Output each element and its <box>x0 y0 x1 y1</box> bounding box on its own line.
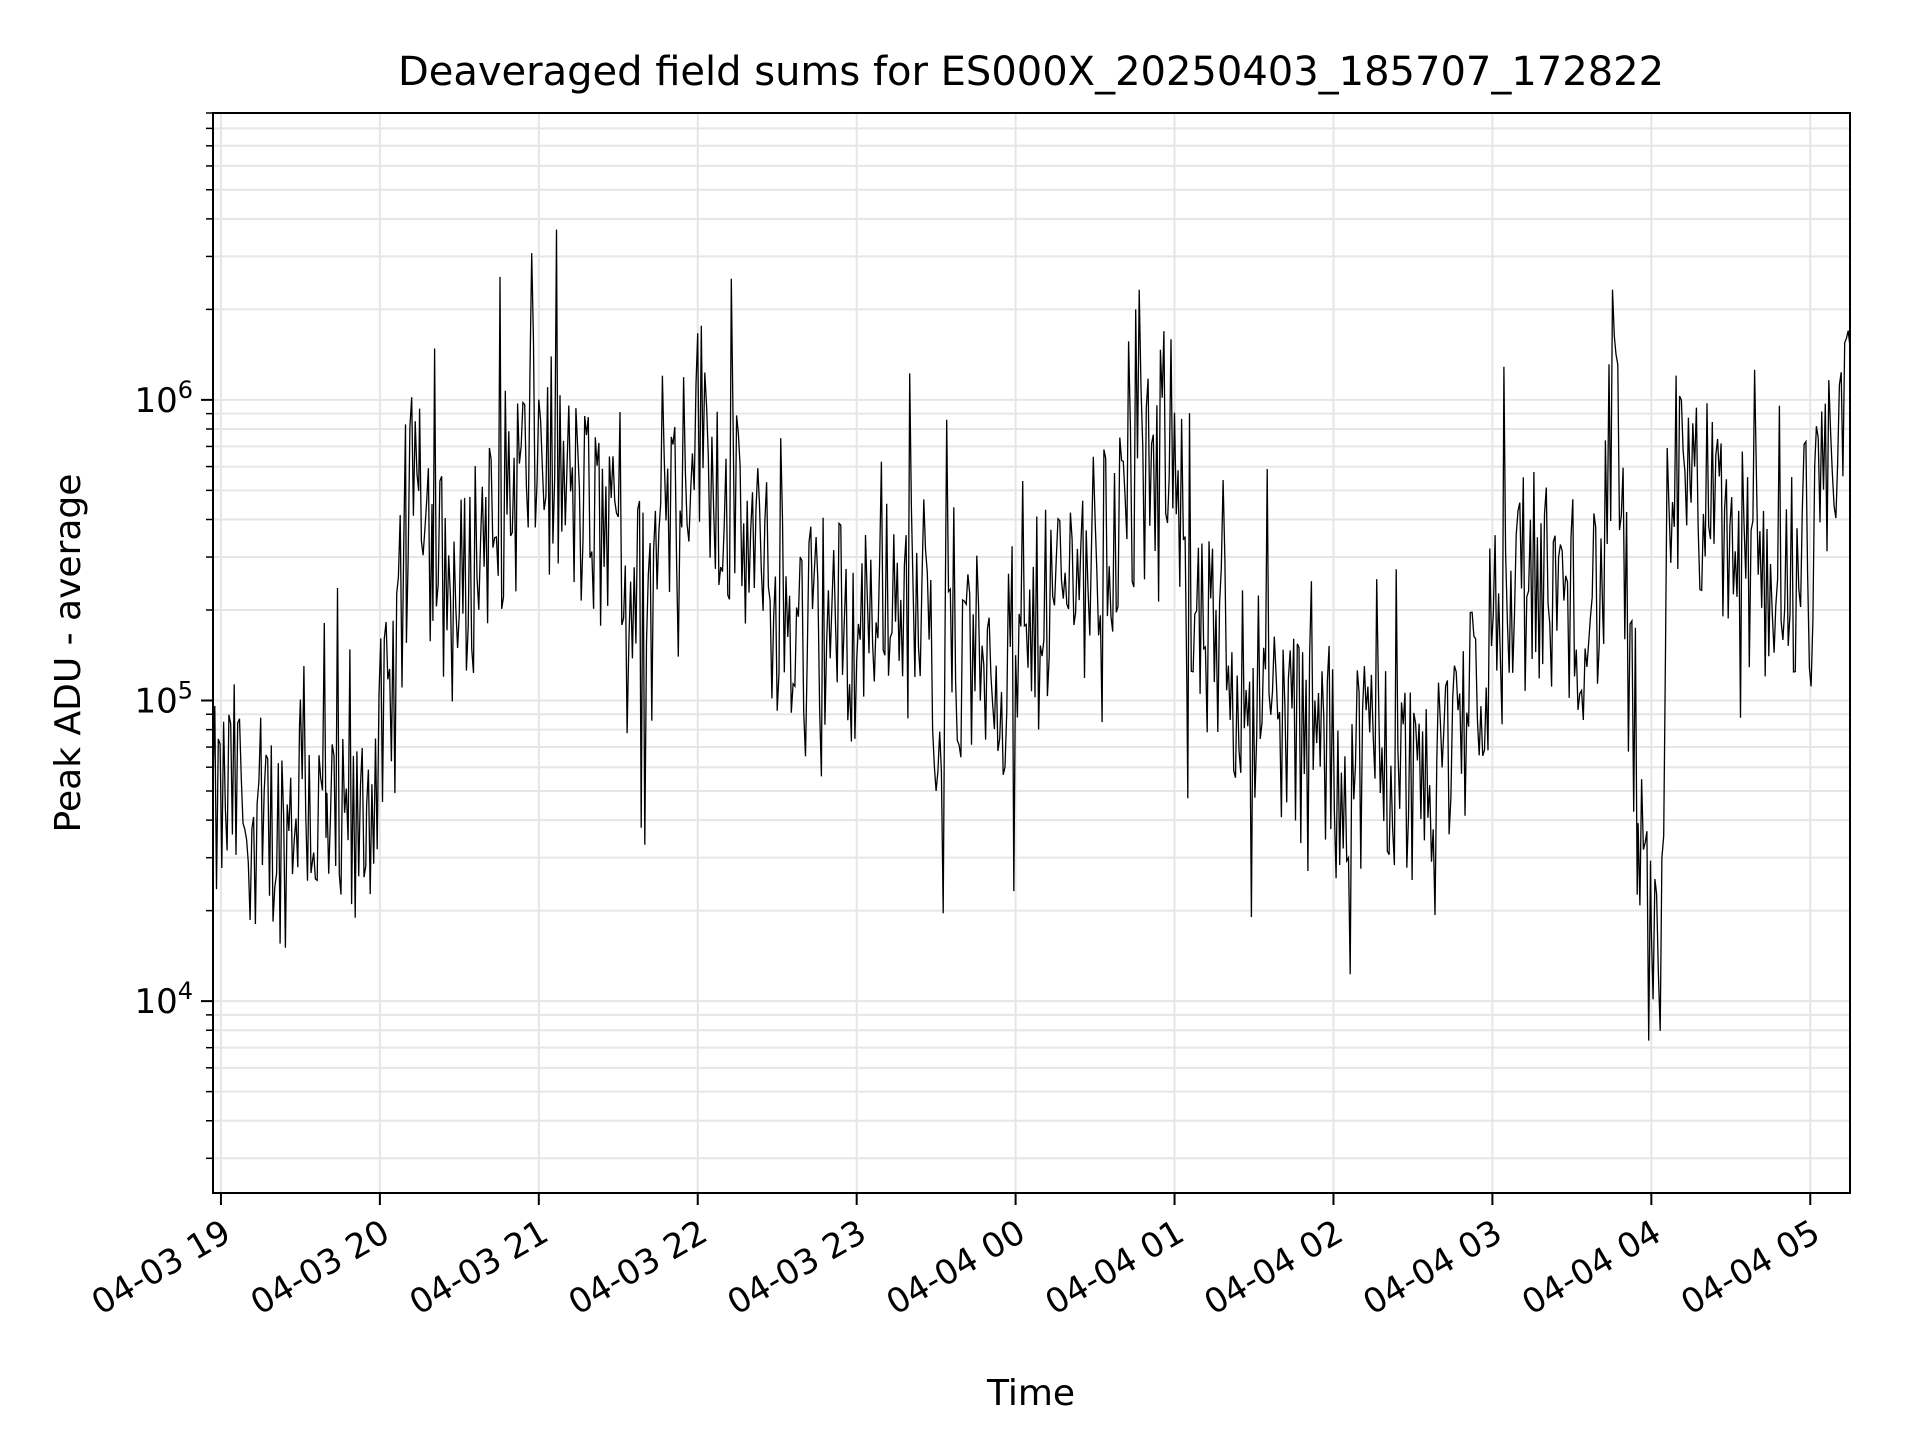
x-tick-label: 04-03 21 <box>403 1212 555 1323</box>
x-tick-label: 04-04 03 <box>1357 1212 1509 1323</box>
x-tick-label: 04-04 05 <box>1674 1212 1826 1323</box>
x-tick-label: 04-04 04 <box>1515 1212 1667 1323</box>
x-tick-label: 04-04 00 <box>880 1212 1032 1323</box>
y-axis-label: Peak ADU - average <box>48 474 89 833</box>
x-tick-label: 04-04 01 <box>1039 1212 1191 1323</box>
y-tick-exponent: 4 <box>178 977 193 1005</box>
axis-ticks: 04-03 19 04-03 20 04-03 21 04-03 22 04-03 23… <box>85 112 1827 1323</box>
chart-title: Deaveraged field sums for ES000X_2025040… <box>398 49 1664 95</box>
series-line <box>212 229 1851 1041</box>
y-tick-label: 106 <box>134 376 193 421</box>
x-tick-label: 04-03 22 <box>562 1212 714 1323</box>
x-tick-label: 04-03 20 <box>244 1212 396 1323</box>
y-tick-label: 104 <box>134 977 193 1022</box>
y-tick-exponent: 5 <box>178 676 193 704</box>
y-tick-label: 105 <box>134 676 193 721</box>
grid-lines <box>213 112 1850 1193</box>
x-tick-label: 04-03 23 <box>721 1212 873 1323</box>
plot-frame <box>212 112 1851 1194</box>
x-axis-label: Time <box>986 1373 1075 1414</box>
y-tick-exponent: 6 <box>178 376 193 404</box>
x-tick-label: 04-03 19 <box>85 1212 237 1323</box>
x-tick-label: 04-04 02 <box>1198 1212 1350 1323</box>
